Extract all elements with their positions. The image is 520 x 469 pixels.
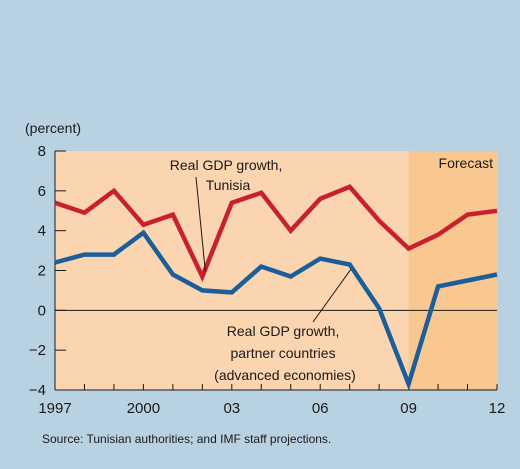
series-label-tunisia-line-2: Tunisia [206,177,251,193]
y-tick-label: −4 [29,382,46,399]
y-tick-label: 2 [38,263,46,280]
series-line-partner [54,229,498,391]
x-tick-label: 2000 [127,400,160,417]
y-tick-label: 8 [38,143,46,160]
series-label-partner-line-2: partner countries [231,345,336,361]
x-tick-label: 1997 [38,400,71,417]
series-label-partner-line-1: Real GDP growth, [227,323,340,339]
series-line-tunisia [54,184,498,283]
y-axis-ticks: 8 6 4 2 0 −2 −4 [29,143,66,399]
leader-line-partner [312,269,352,323]
forecast-label: Forecast [439,155,494,171]
y-unit-label: (percent) [25,120,81,136]
x-tick-label: 12 [489,400,506,417]
series-label-tunisia: Real GDP growth, Tunisia [170,157,286,193]
y-tick-label: 4 [38,223,46,240]
x-tick-label: 03 [223,400,240,417]
y-tick-label: −2 [29,342,46,359]
label-leaders [195,176,352,323]
x-tick-label: 09 [400,400,417,417]
series-label-partner-line-3: (advanced economies) [214,367,356,383]
x-axis-ticks: 1997 2000 03 06 09 12 [38,384,505,417]
series-label-tunisia-line-1: Real GDP growth, [170,157,283,173]
y-tick-label: 6 [38,183,46,200]
series-label-partner: Real GDP growth, partner countries (adva… [214,323,356,383]
x-tick-label: 06 [312,400,329,417]
leader-line-tunisia [195,176,206,272]
y-tick-label: 0 [38,302,46,319]
forecast-area [408,151,497,390]
source-note: Source: Tunisian authorities; and IMF st… [42,432,331,446]
series-layer [54,184,498,391]
